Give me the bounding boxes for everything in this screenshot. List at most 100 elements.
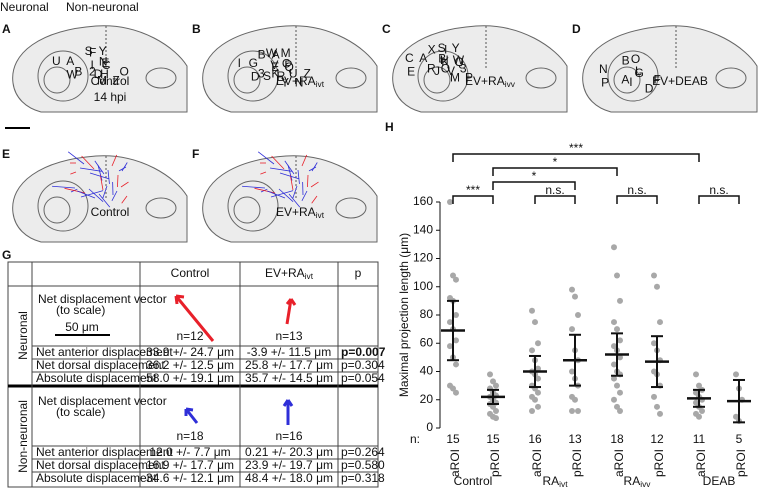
- cell-label: 3: [460, 62, 467, 76]
- sig-bracket: [698, 195, 740, 204]
- sig-label: ***: [569, 141, 583, 155]
- x-tick-label: aROI: [694, 449, 708, 477]
- data-point: [453, 389, 459, 396]
- track: [311, 195, 318, 204]
- data-point: [493, 382, 499, 389]
- arrow: [174, 294, 215, 342]
- row-group: Non-neuronal: [16, 400, 30, 473]
- data-point: [535, 389, 541, 396]
- table-cell: 34.6 +/- 12.1 μm: [146, 471, 234, 485]
- panel-letter: C: [382, 22, 391, 36]
- data-point: [532, 319, 538, 326]
- data-point: [532, 396, 538, 403]
- y-tick-label: 140: [413, 222, 433, 236]
- x-tick-label: pROI: [734, 449, 748, 477]
- cell-label: M: [450, 70, 460, 84]
- caption-main: EV+RA: [465, 74, 505, 88]
- track: [97, 164, 103, 181]
- group-label: DEAB: [703, 474, 736, 488]
- data-point: [529, 307, 535, 314]
- y-tick-label: 20: [420, 392, 434, 406]
- y-tick-label: 120: [413, 251, 433, 265]
- data-point: [617, 297, 623, 304]
- table-cell: Net dorsal displacement: [36, 458, 165, 472]
- track: [117, 174, 119, 188]
- track: [257, 151, 275, 165]
- caption: EV+DEAB: [652, 74, 708, 88]
- track: [260, 171, 267, 175]
- track: [107, 169, 110, 184]
- n-label: n=16: [275, 429, 302, 443]
- track: [297, 169, 300, 184]
- panel-letter: E: [2, 147, 10, 161]
- data-point: [490, 378, 496, 385]
- cell-label: D: [645, 81, 654, 95]
- row-label: (to scale): [56, 303, 105, 317]
- x-tick-label: pROI: [652, 449, 666, 477]
- sig-bracket: [452, 153, 700, 162]
- track: [308, 166, 317, 172]
- x-tick-label: aROI: [530, 449, 544, 477]
- sig-label: n.s.: [627, 183, 646, 197]
- track: [80, 190, 104, 198]
- table-cell: 16.9 +/- 17.7 μm: [146, 458, 234, 472]
- cell-label: J: [434, 64, 440, 78]
- cell-label: Q: [455, 55, 464, 69]
- data-point: [569, 326, 575, 333]
- cell-label: B: [74, 64, 82, 78]
- cell-label: G: [635, 66, 644, 80]
- cell-label: E: [407, 64, 415, 78]
- n-label: n=18: [176, 429, 203, 443]
- sig-label: *: [532, 169, 537, 183]
- cell-label: 2: [89, 64, 96, 78]
- data-point: [535, 340, 541, 347]
- caption: Control: [91, 205, 130, 219]
- data-point: [569, 368, 575, 375]
- group-label-sub: ivv: [640, 479, 651, 489]
- track: [301, 190, 308, 201]
- sig-label: *: [553, 155, 558, 169]
- track: [98, 193, 111, 208]
- table-header: p: [355, 266, 362, 280]
- track: [121, 195, 128, 204]
- cell-label: U: [52, 54, 61, 68]
- table-cell: Absolute displacement: [36, 471, 157, 485]
- sig-bracket: [616, 195, 658, 204]
- cell-label: A: [272, 48, 280, 62]
- data-point: [569, 286, 575, 293]
- sig-bracket: [534, 195, 576, 204]
- caption-sub: ivt: [316, 210, 325, 220]
- track: [79, 167, 102, 172]
- data-point: [693, 399, 699, 406]
- data-point: [535, 403, 541, 410]
- y-tick-label: 40: [420, 364, 434, 378]
- caption: EV+RAivt: [276, 205, 325, 220]
- data-point: [611, 319, 617, 326]
- legend-non-neuronal: Non-neuronal: [66, 0, 139, 14]
- y-tick-label: 100: [413, 279, 433, 293]
- track: [111, 190, 118, 201]
- n-count: 11: [693, 432, 706, 446]
- cell-label: K: [441, 55, 449, 69]
- table-header: Control: [171, 266, 210, 280]
- cell-label: S: [85, 44, 93, 58]
- cell-label: A: [419, 51, 427, 65]
- sig-label: n.s.: [545, 183, 564, 197]
- data-point: [493, 408, 499, 415]
- track: [77, 190, 96, 199]
- cell-label: B: [258, 48, 266, 62]
- cell-label: C: [282, 57, 291, 71]
- caption-main: EV+RA: [276, 205, 316, 219]
- data-point: [453, 337, 459, 344]
- cell-label: Y: [99, 44, 107, 58]
- data-point: [490, 403, 496, 410]
- sig-bracket: [492, 167, 618, 176]
- cell-label: R: [427, 61, 436, 75]
- cell-label: W: [266, 46, 278, 60]
- cell-label: E: [271, 60, 279, 74]
- data-point: [617, 354, 623, 361]
- track: [310, 181, 319, 188]
- track: [242, 185, 266, 189]
- arrow: [285, 298, 297, 325]
